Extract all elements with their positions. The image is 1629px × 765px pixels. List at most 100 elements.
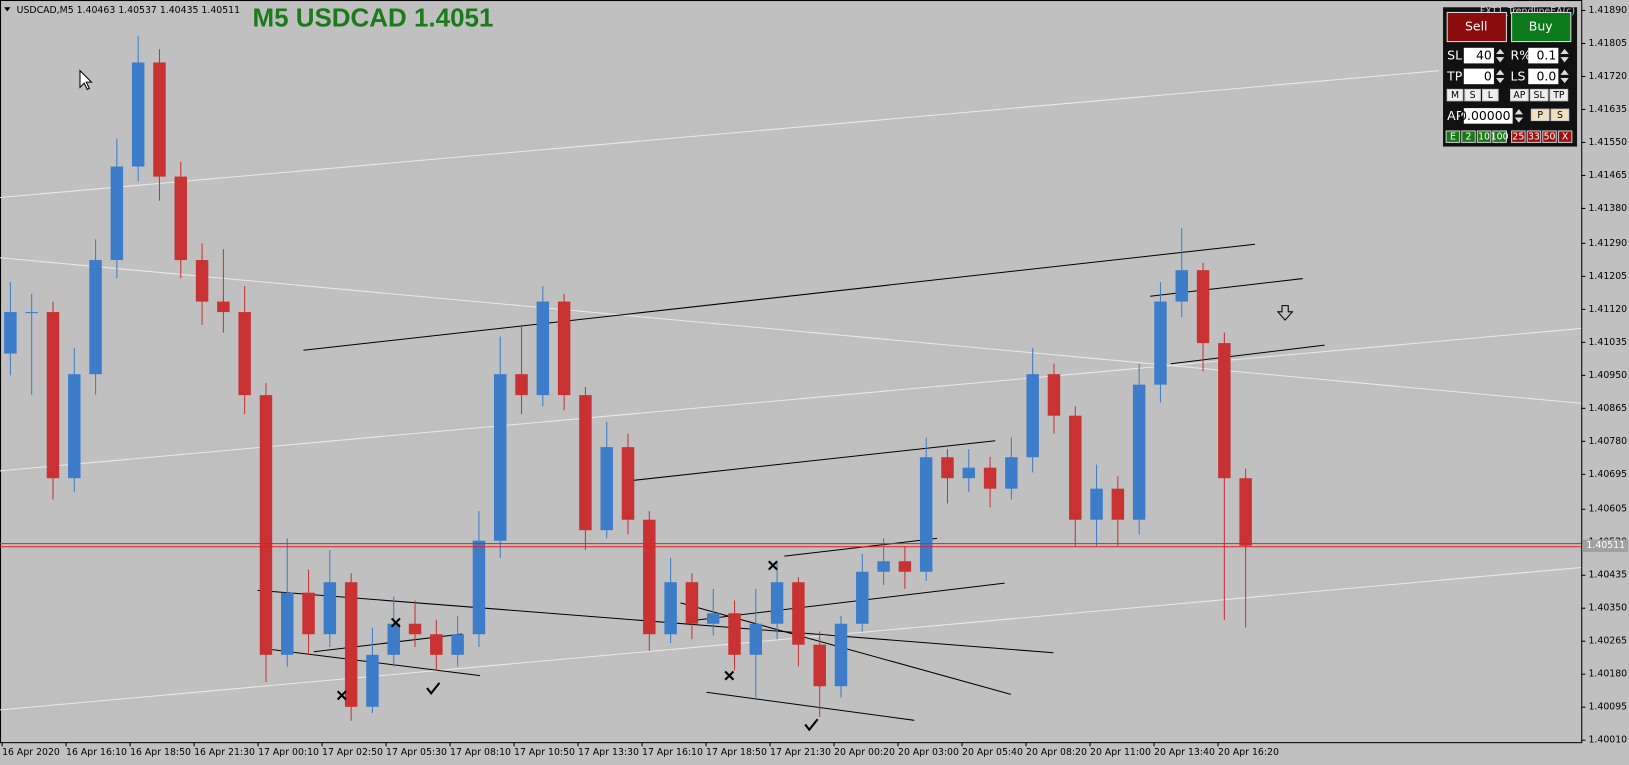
candle-body (941, 457, 954, 479)
y-tick-label: 1.40695 (1588, 469, 1627, 480)
candle-body (110, 166, 124, 261)
sell-label: Sell (1465, 19, 1487, 34)
plot-frame (0, 0, 1583, 744)
panel-button[interactable] (1549, 88, 1569, 102)
candle-body (706, 613, 720, 624)
panel-button[interactable] (1445, 130, 1461, 143)
candle-body (1175, 270, 1188, 302)
candle-body (387, 623, 400, 655)
candle-body (323, 582, 337, 635)
panel-button[interactable] (1557, 130, 1573, 143)
x-tick-label: 20 Apr 13:40 (1154, 747, 1215, 758)
spinner[interactable] (1496, 69, 1505, 84)
panel-button[interactable] (1461, 130, 1476, 143)
spinner[interactable] (1514, 109, 1524, 123)
candle-body (1090, 488, 1103, 520)
candle-body (919, 457, 933, 572)
ls-input[interactable] (1528, 68, 1559, 85)
panel-button[interactable] (1492, 130, 1507, 143)
y-tick-label: 1.40265 (1588, 636, 1627, 647)
candle-body (174, 176, 188, 261)
candle-body (1026, 374, 1039, 458)
trendline[interactable] (0, 566, 1582, 711)
y-tick-label: 1.41550 (1588, 137, 1627, 148)
panel-button[interactable] (1530, 108, 1550, 122)
y-tick-label: 1.41805 (1588, 38, 1627, 49)
candle-body (259, 395, 273, 655)
panel-button[interactable] (1446, 88, 1464, 102)
candle-body (4, 312, 17, 354)
y-tick-label: 1.41120 (1588, 304, 1627, 315)
x-tick-label: 17 Apr 18:50 (706, 747, 767, 758)
y-tick-label: 1.41720 (1588, 71, 1627, 82)
buy-button[interactable] (1511, 11, 1572, 43)
check-mark (804, 718, 819, 732)
r-value: 0.1 (1536, 48, 1556, 63)
x-tick-label: 17 Apr 10:50 (514, 747, 575, 758)
trendline[interactable] (692, 582, 1005, 622)
candle-body (451, 634, 464, 655)
x-tick-label: 17 Apr 16:10 (642, 747, 703, 758)
candle-body (770, 582, 784, 624)
panel-button[interactable] (1542, 130, 1557, 143)
y-tick-label: 1.41380 (1588, 203, 1627, 214)
candle-body (600, 447, 613, 531)
candle-body (962, 467, 976, 479)
panel-button[interactable] (1464, 88, 1481, 102)
candle-body (685, 582, 699, 624)
candle-body (1005, 457, 1018, 489)
trendline[interactable] (0, 70, 1439, 199)
trendline[interactable] (0, 257, 1582, 404)
y-tick-label: 1.40095 (1588, 702, 1627, 713)
panel-button-label: S (1557, 110, 1563, 121)
x-tick-label: 20 Apr 05:40 (962, 747, 1023, 758)
trendline[interactable] (625, 440, 996, 482)
candle-body (983, 467, 997, 489)
down-arrow (1276, 305, 1294, 321)
spinners (1496, 48, 1569, 123)
ea-panel: FXT1_TrendlineEA(c) Sell Buy SL 40 R% 0.… (1443, 6, 1578, 147)
panel-button-label: SL (1534, 90, 1546, 101)
candle-body (536, 301, 550, 396)
panel-button-label: E (1450, 132, 1456, 143)
ls-value: 0.0 (1536, 68, 1556, 83)
candle-body (302, 592, 315, 635)
candle-body (131, 62, 145, 167)
symbol-info: USDCAD,M5 1.40463 1.40537 1.40435 1.4051… (17, 5, 240, 16)
candle-body (856, 571, 869, 624)
r-input[interactable] (1528, 47, 1559, 64)
panel-button[interactable] (1481, 88, 1499, 102)
tp-value: 0 (1484, 68, 1492, 83)
spinner[interactable] (1560, 48, 1569, 63)
y-tick-label: 1.40010 (1588, 735, 1627, 746)
spinner[interactable] (1496, 48, 1505, 63)
trendline[interactable] (1170, 344, 1325, 365)
panel-button[interactable] (1476, 130, 1492, 143)
candle-body (1196, 270, 1210, 344)
y-tick-label: 1.40780 (1588, 436, 1627, 447)
panel-button[interactable] (1511, 130, 1526, 143)
tp-input[interactable] (1463, 68, 1494, 85)
candle-body (344, 582, 358, 707)
candle-body (46, 312, 60, 479)
panel-button[interactable] (1529, 88, 1549, 102)
sl-value: 40 (1476, 48, 1492, 63)
candle-body (557, 301, 571, 396)
candle-body (408, 623, 422, 635)
candle-body (1047, 374, 1061, 416)
menu-arrow[interactable] (4, 7, 11, 12)
spinner[interactable] (1560, 69, 1569, 84)
sl-input[interactable] (1463, 47, 1494, 64)
sl-label: SL (1447, 48, 1462, 63)
trendline[interactable] (706, 691, 915, 721)
panel-button[interactable] (1526, 130, 1542, 143)
panel-button[interactable] (1550, 108, 1570, 122)
panel-button[interactable] (1510, 88, 1529, 102)
trendline[interactable] (303, 243, 1256, 351)
ap-input[interactable] (1463, 108, 1513, 124)
buy-label: Buy (1529, 19, 1553, 34)
cross-mark (390, 617, 401, 628)
x-tick-label: 16 Apr 16:10 (66, 747, 127, 758)
sell-button[interactable] (1446, 11, 1507, 43)
panel-button-label: 2 (1466, 132, 1472, 143)
